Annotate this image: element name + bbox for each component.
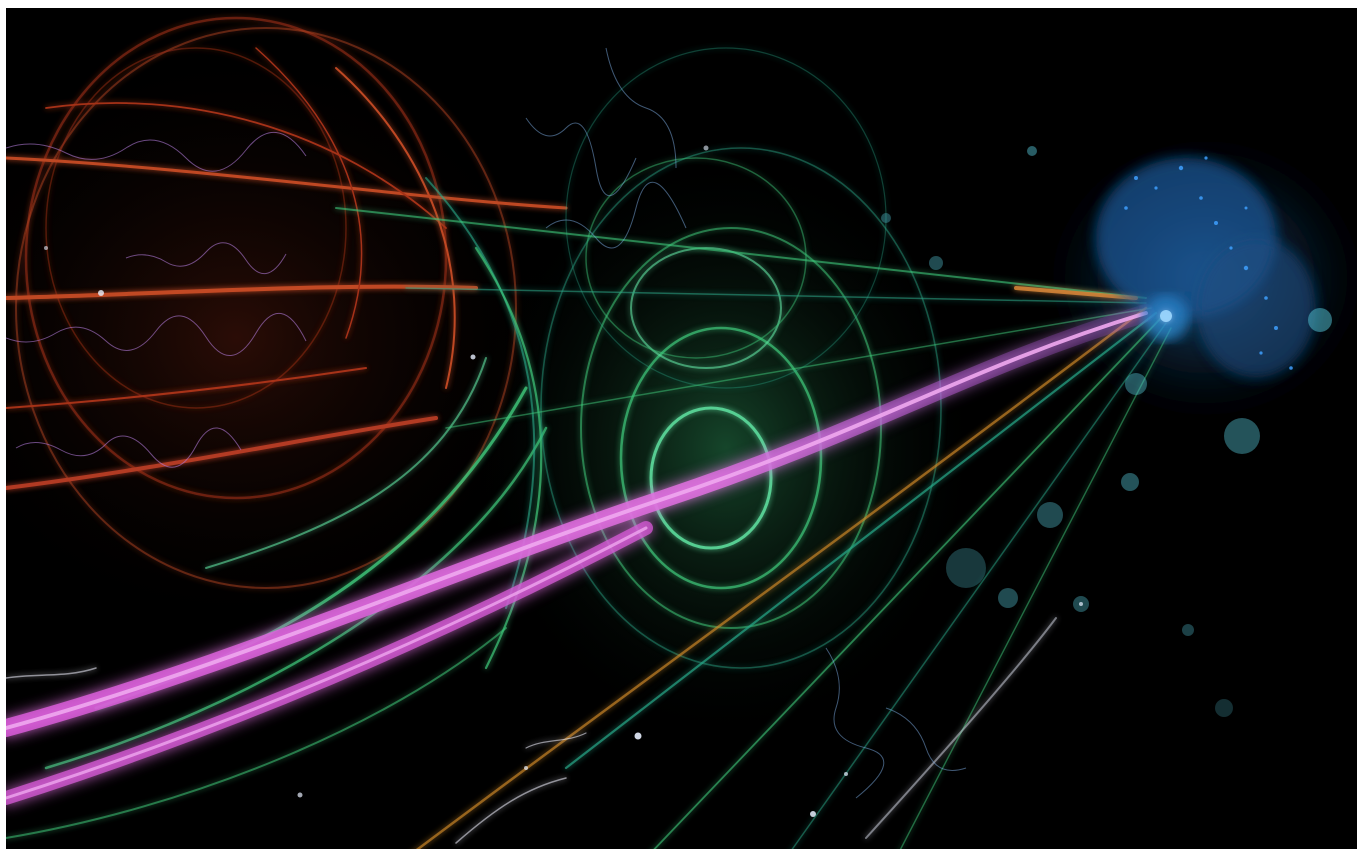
particle-collision-artwork [6, 8, 1357, 849]
artwork-frame [6, 8, 1357, 849]
